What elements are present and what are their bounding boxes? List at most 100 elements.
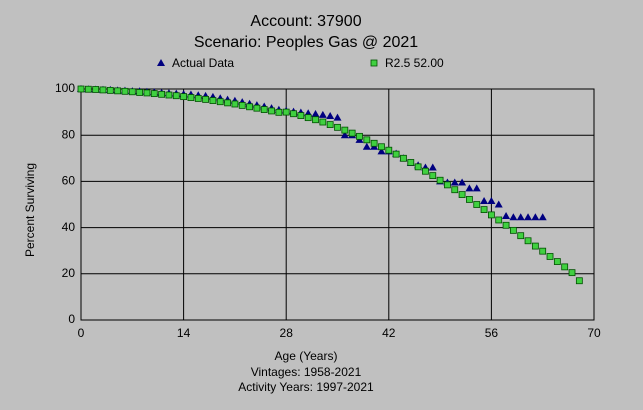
data-point xyxy=(414,163,422,171)
data-point xyxy=(348,129,356,137)
data-point xyxy=(238,102,246,109)
data-point xyxy=(362,142,371,150)
data-point xyxy=(253,104,261,112)
data-point xyxy=(297,112,305,119)
data-point xyxy=(246,103,253,111)
x-tick-label: 28 xyxy=(280,326,294,340)
data-point xyxy=(509,213,518,221)
x-axis-label: Age (Years) xyxy=(275,349,338,363)
data-point xyxy=(319,118,327,126)
data-point xyxy=(444,181,451,189)
data-point xyxy=(458,178,467,186)
data-point xyxy=(216,98,224,106)
y-tick-label: 40 xyxy=(62,220,76,234)
x-tick-label: 70 xyxy=(587,326,601,340)
data-point xyxy=(92,86,100,93)
y-tick-label: 0 xyxy=(68,312,75,326)
data-point xyxy=(114,87,122,95)
data-point xyxy=(385,146,393,154)
data-point xyxy=(480,206,488,213)
plot-border xyxy=(80,88,595,321)
data-point xyxy=(128,88,136,96)
data-point xyxy=(165,91,173,99)
data-point xyxy=(326,112,335,120)
data-point xyxy=(378,143,385,151)
x-tick-label: 14 xyxy=(177,326,191,340)
y-axis-label: Percent Surviving xyxy=(23,163,37,257)
data-point xyxy=(546,253,554,260)
data-point xyxy=(231,100,239,108)
data-point xyxy=(77,85,85,93)
data-point xyxy=(561,263,569,271)
data-point xyxy=(568,269,576,277)
data-point xyxy=(311,109,320,117)
data-point xyxy=(400,154,407,162)
data-point xyxy=(136,89,144,96)
data-point xyxy=(356,132,363,140)
data-point xyxy=(428,163,437,171)
footnote: Activity Years: 1997-2021 xyxy=(238,380,374,394)
data-point xyxy=(494,200,503,208)
data-point xyxy=(84,85,92,93)
data-point xyxy=(450,178,459,186)
footnote: Vintages: 1958-2021 xyxy=(251,365,362,379)
data-point xyxy=(524,213,533,221)
data-point xyxy=(495,216,503,224)
data-point xyxy=(158,90,166,98)
data-point xyxy=(466,196,473,203)
data-point xyxy=(575,277,583,285)
data-point xyxy=(363,136,371,144)
data-point xyxy=(180,93,188,101)
data-point xyxy=(553,258,561,265)
data-point xyxy=(304,114,312,122)
y-tick-label: 100 xyxy=(55,81,75,95)
data-point xyxy=(370,139,378,147)
legend-label: Actual Data xyxy=(172,56,234,70)
data-point xyxy=(260,106,268,113)
data-point xyxy=(290,110,297,118)
data-point xyxy=(106,86,114,94)
data-point xyxy=(341,126,349,134)
x-tick-label: 0 xyxy=(78,326,85,340)
data-point xyxy=(150,90,158,98)
data-point xyxy=(407,159,415,166)
data-point xyxy=(194,95,202,102)
data-point xyxy=(209,97,217,104)
legend-marker xyxy=(370,59,378,67)
data-point xyxy=(531,213,540,221)
data-point xyxy=(429,172,437,180)
y-tick-label: 60 xyxy=(62,174,76,188)
data-point xyxy=(187,94,195,101)
y-tick-label: 80 xyxy=(62,127,76,141)
data-point xyxy=(275,108,283,116)
data-point xyxy=(224,99,231,107)
y-tick-label: 20 xyxy=(62,266,76,280)
data-point xyxy=(99,86,107,94)
data-point xyxy=(509,226,517,234)
data-point xyxy=(502,221,510,229)
data-point xyxy=(516,213,525,221)
data-point xyxy=(326,121,334,128)
data-point xyxy=(333,113,342,121)
data-point xyxy=(268,107,275,115)
data-point xyxy=(340,131,349,139)
data-point xyxy=(517,232,525,240)
data-point xyxy=(334,123,341,131)
x-tick-label: 56 xyxy=(485,326,499,340)
data-point xyxy=(143,89,151,97)
x-tick-label: 42 xyxy=(382,326,396,340)
data-point xyxy=(538,213,547,221)
data-point xyxy=(480,197,489,205)
legend-label: R2.5 52.00 xyxy=(385,56,444,70)
data-point xyxy=(458,191,466,198)
data-point xyxy=(502,212,511,220)
data-point xyxy=(451,186,459,194)
data-point xyxy=(539,247,547,255)
data-point xyxy=(487,197,496,205)
legend-marker xyxy=(157,59,165,66)
chart-subtitle: Scenario: Peoples Gas @ 2021 xyxy=(194,34,418,51)
data-point xyxy=(487,211,495,219)
data-point xyxy=(377,147,386,155)
